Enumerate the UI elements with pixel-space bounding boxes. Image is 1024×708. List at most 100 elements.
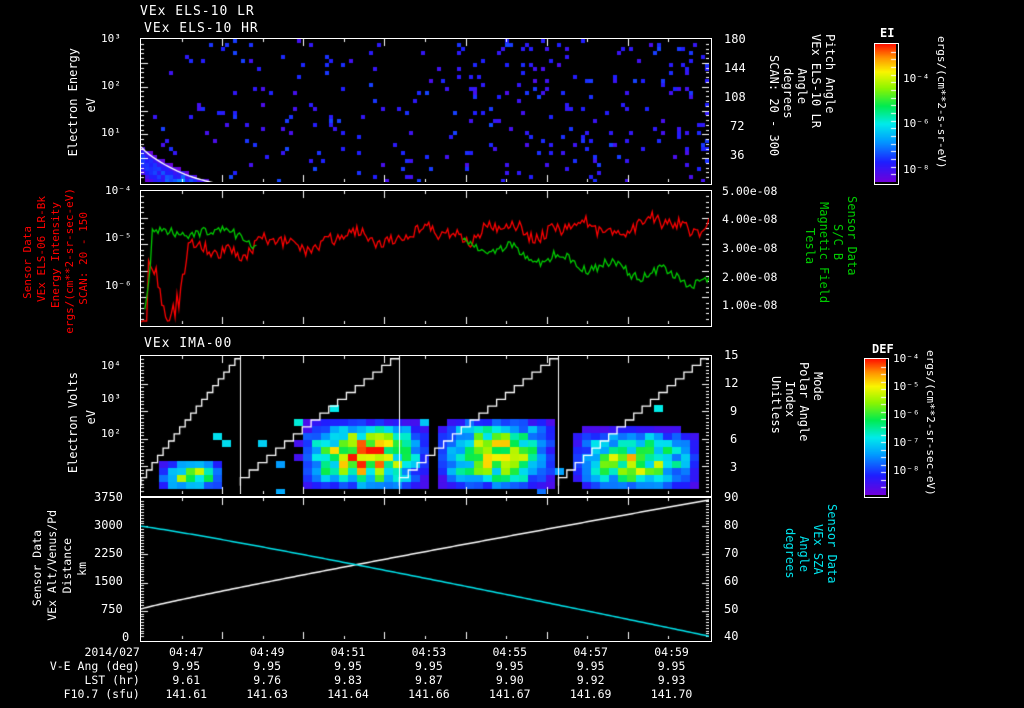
panel4-ytick-1: 3000 — [94, 518, 123, 532]
panel4-y2tick-4: 50 — [724, 602, 739, 616]
panel3-ylabel-2: eV — [84, 410, 98, 425]
panel1-colorbar-name: EI — [880, 26, 895, 40]
panel2-y2label-2: S/C B — [831, 224, 845, 261]
panel2-y2label-4: Tesla — [803, 228, 817, 265]
panel2-ylabel-1: Sensor Data — [21, 226, 34, 299]
table-cell: 141.67 — [489, 687, 531, 701]
panel1-colorbar — [874, 43, 899, 185]
panel2-y2label-1: Sensor Data — [845, 196, 859, 276]
panel1-y2label-1: Pitch Angle — [823, 34, 837, 114]
panel4-y2tick-1: 80 — [724, 518, 739, 532]
panel1-y2tick-4: 36 — [730, 148, 745, 162]
panel3-spectrogram-canvas — [141, 356, 709, 494]
panel4-y2label-2: VEx SZA — [811, 524, 825, 575]
panel1-plot-area[interactable] — [140, 38, 712, 185]
panel4-plot-area[interactable] — [140, 497, 712, 642]
panel1-y2tick-2: 108 — [724, 90, 746, 104]
table-cell: 04:59 — [654, 645, 689, 659]
panel3-ytick-1: 10³ — [101, 392, 121, 405]
panel3-colorbar-tick-3: 10⁻⁷ — [893, 436, 920, 449]
row-label: V-E Ang (deg) — [49, 659, 140, 673]
panel1-ylabel-1: Electron Energy — [66, 48, 80, 157]
panel4-ytick-4: 750 — [101, 602, 123, 616]
panel2-y2tick-1: 4.00e-08 — [722, 212, 778, 226]
panel4-ytick-0: 3750 — [94, 490, 123, 504]
panel2-ytick-1: 10⁻⁵ — [105, 231, 132, 244]
table-cell: 9.95 — [172, 659, 201, 673]
table-row: LST (hr) 9.61 9.76 9.83 9.87 9.90 9.92 9.93 — [0, 673, 712, 687]
table-cell: 9.95 — [253, 659, 281, 673]
panel3-y2tick-3: 6 — [730, 432, 738, 446]
panel3-y2label-1: Mode — [811, 372, 825, 401]
panel1-title-line2: VEx ELS-10 HR — [144, 21, 259, 36]
table-cell: 04:47 — [168, 645, 204, 659]
table-row: V-E Ang (deg) 9.95 9.95 9.95 9.95 9.95 9.95 9.9… — [0, 659, 712, 673]
panel3-ytick-2: 10² — [101, 427, 121, 440]
panel3-title: VEx IMA-00 — [144, 336, 233, 351]
panel4-y2tick-5: 40 — [724, 629, 739, 643]
panel1-y2tick-1: 144 — [724, 61, 746, 75]
table-cell: 04:53 — [411, 645, 447, 659]
table-cell: 141.66 — [408, 687, 450, 701]
panel3-colorbar-tick-2: 10⁻⁶ — [893, 408, 920, 421]
panel1-y2tick-3: 72 — [730, 119, 745, 133]
table-cell: 9.95 — [495, 659, 524, 673]
panel3-colorbar-name: DEF — [872, 342, 894, 356]
table-cell: 9.95 — [657, 659, 686, 673]
table-cell: 141.64 — [327, 687, 369, 701]
panel4-ylabel-1: Sensor Data — [30, 530, 44, 607]
panel3-y2label-3: Index — [783, 381, 797, 418]
table-cell: 9.93 — [657, 673, 686, 687]
table-cell: 141.69 — [569, 687, 612, 701]
panel4-y2tick-2: 70 — [724, 546, 739, 560]
panel4-y2tick-3: 60 — [724, 574, 739, 588]
table-cell: 9.76 — [253, 673, 281, 687]
panel1-y2label-5: SCAN: 20 - 300 — [767, 55, 781, 157]
panel4-ylabel-4: km — [75, 562, 89, 576]
panel4-ytick-2: 2250 — [94, 546, 123, 560]
panel4-line-canvas — [141, 498, 709, 639]
panel3-y2tick-2: 9 — [730, 404, 738, 418]
table-cell: 9.95 — [415, 659, 443, 673]
panel3-y2label-4: Unitless — [769, 376, 783, 434]
table-cell: 04:51 — [330, 645, 366, 659]
table-cell: 141.70 — [650, 687, 693, 701]
panel1-y2label-2: VEx ELS-10 LR — [809, 34, 823, 128]
panel2-y2tick-4: 1.00e-08 — [722, 298, 778, 312]
panel1-spectrogram-canvas — [141, 39, 709, 182]
panel1-colorbar-tick-1: 10⁻⁶ — [903, 117, 930, 130]
table-cell: 9.87 — [415, 673, 443, 687]
panel1-ylabel-2: eV — [84, 98, 98, 113]
panel3-colorbar — [864, 358, 889, 498]
panel4-y2tick-0: 90 — [724, 490, 739, 504]
panel1-y2label-4: degrees — [781, 68, 795, 119]
row-label: LST (hr) — [84, 673, 140, 687]
table-cell: 9.95 — [576, 659, 605, 673]
panel2-ylabel-3: Energy Intensity — [49, 202, 62, 308]
panel3-colorbar-tick-4: 10⁻⁸ — [893, 464, 920, 477]
table-cell: 04:49 — [249, 645, 285, 659]
panel1-colorbar-tick-0: 10⁻⁴ — [903, 72, 930, 85]
panel3-colorbar-tick-0: 10⁻⁴ — [893, 352, 920, 365]
table-row: F10.7 (sfu) 141.61 141.63 141.64 141.66 141.6… — [0, 687, 712, 701]
row-label: 2014/027 — [84, 645, 140, 659]
bottom-parameter-table: 2014/027 04:47 04:49 04:51 04:53 04:55 04:57 04… — [0, 645, 712, 701]
panel1-y2tick-0: 180 — [724, 32, 746, 46]
panel1-y2label-3: Angle — [795, 68, 809, 105]
panel2-y2tick-0: 5.00e-08 — [722, 184, 778, 198]
table-cell: 9.83 — [334, 673, 362, 687]
panel2-ylabel-4: ergs/(cm**2-sr-sec-eV) — [63, 188, 76, 334]
panel4-y2label-4: degrees — [783, 528, 797, 579]
panel2-ylabel-5: SCAN: 20 - 150 — [77, 212, 90, 305]
panel2-ytick-0: 10⁻⁴ — [105, 184, 132, 197]
panel2-ytick-2: 10⁻⁶ — [105, 279, 132, 292]
panel4-y2label-3: Angle — [797, 536, 811, 573]
table-cell: 9.95 — [334, 659, 362, 673]
panel3-plot-area[interactable] — [140, 355, 712, 497]
panel1-title-line1: VEx ELS-10 LR — [140, 4, 255, 19]
panel2-plot-area[interactable] — [140, 190, 712, 327]
panel3-y2tick-4: 3 — [730, 460, 738, 474]
panel2-line-canvas — [141, 191, 709, 324]
table-cell: 141.63 — [246, 687, 288, 701]
